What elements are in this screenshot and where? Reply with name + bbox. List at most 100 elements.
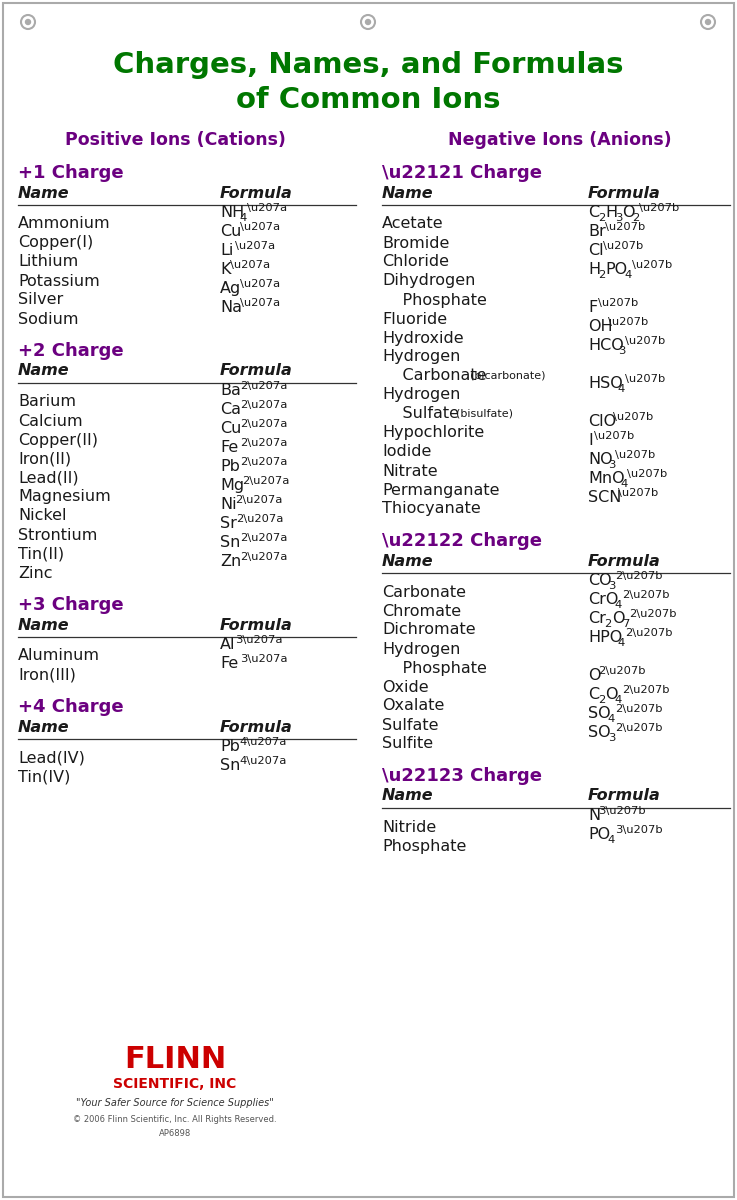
- Text: Formula: Formula: [588, 788, 661, 804]
- Text: OH: OH: [588, 319, 612, 334]
- Text: Nickel: Nickel: [18, 509, 66, 523]
- Text: Acetate: Acetate: [382, 216, 444, 232]
- Text: 2\u207b: 2\u207b: [598, 666, 646, 676]
- Text: Carbonate: Carbonate: [382, 584, 466, 600]
- Text: Mg: Mg: [220, 478, 244, 493]
- Text: 3\u207b: 3\u207b: [598, 806, 646, 816]
- Text: Name: Name: [18, 364, 69, 378]
- Text: 4: 4: [621, 480, 627, 490]
- Text: K: K: [220, 262, 231, 277]
- Text: Sr: Sr: [220, 516, 237, 530]
- Ellipse shape: [26, 19, 30, 24]
- Text: 2\u207b: 2\u207b: [621, 590, 669, 600]
- Text: 4: 4: [618, 384, 625, 395]
- Text: 3: 3: [608, 461, 615, 470]
- Text: SO: SO: [588, 706, 611, 721]
- Text: Oxide: Oxide: [382, 679, 429, 695]
- Text: 4: 4: [618, 638, 625, 648]
- Text: Dihydrogen: Dihydrogen: [382, 274, 475, 288]
- Text: Iron(III): Iron(III): [18, 667, 76, 683]
- Ellipse shape: [366, 19, 371, 24]
- Text: 2\u207b: 2\u207b: [625, 628, 672, 638]
- Text: 2\u207a: 2\u207a: [240, 400, 287, 410]
- Text: Thiocyanate: Thiocyanate: [382, 502, 481, 516]
- Text: Hydroxide: Hydroxide: [382, 330, 464, 346]
- Text: 7: 7: [621, 619, 629, 630]
- Text: Tin(II): Tin(II): [18, 546, 64, 562]
- Text: H: H: [588, 262, 600, 277]
- Text: Bromide: Bromide: [382, 235, 450, 251]
- Text: 2\u207b: 2\u207b: [615, 704, 663, 714]
- Text: PO: PO: [605, 262, 627, 277]
- Text: \u207b: \u207b: [613, 412, 653, 422]
- Text: +4 Charge: +4 Charge: [18, 698, 124, 716]
- Text: 4: 4: [615, 696, 622, 706]
- Text: Name: Name: [382, 186, 433, 200]
- Text: \u207a: \u207a: [247, 203, 287, 212]
- Text: C: C: [588, 205, 599, 220]
- Text: O: O: [588, 668, 601, 683]
- Text: Sn: Sn: [220, 758, 240, 773]
- Text: Ni: Ni: [220, 497, 237, 512]
- Text: Cu: Cu: [220, 224, 242, 239]
- Text: 3\u207a: 3\u207a: [235, 635, 282, 644]
- Text: Sulfate: Sulfate: [382, 407, 459, 421]
- Text: Formula: Formula: [588, 186, 661, 200]
- Text: +2 Charge: +2 Charge: [18, 342, 124, 360]
- Text: SCIENTIFIC, INC: SCIENTIFIC, INC: [113, 1078, 237, 1091]
- Text: Formula: Formula: [588, 553, 661, 569]
- Text: CrO: CrO: [588, 592, 618, 607]
- Text: F: F: [588, 300, 597, 314]
- Text: Cl: Cl: [588, 242, 604, 258]
- Text: PO: PO: [588, 827, 610, 842]
- Text: Lead(IV): Lead(IV): [18, 750, 85, 766]
- Text: © 2006 Flinn Scientific, Inc. All Rights Reserved.: © 2006 Flinn Scientific, Inc. All Rights…: [73, 1116, 277, 1124]
- Text: Phosphate: Phosphate: [382, 660, 487, 676]
- Text: 2\u207a: 2\u207a: [240, 438, 287, 448]
- Text: Aluminum: Aluminum: [18, 648, 100, 664]
- Text: (bisulfate): (bisulfate): [455, 409, 513, 419]
- Text: \u207b: \u207b: [604, 222, 645, 232]
- Text: Name: Name: [18, 720, 69, 734]
- Text: (bicarbonate): (bicarbonate): [470, 371, 545, 382]
- Text: \u207b: \u207b: [615, 450, 655, 460]
- Text: Name: Name: [382, 553, 433, 569]
- Text: Formula: Formula: [220, 720, 293, 734]
- Text: Hydrogen: Hydrogen: [382, 642, 461, 656]
- Text: Pb: Pb: [220, 460, 240, 474]
- Text: Cr: Cr: [588, 611, 606, 626]
- Text: 2\u207a: 2\u207a: [240, 533, 287, 542]
- Text: Zinc: Zinc: [18, 565, 52, 581]
- Text: Iodide: Iodide: [382, 444, 431, 460]
- Text: Ba: Ba: [220, 383, 241, 398]
- Text: \u207b: \u207b: [625, 336, 665, 346]
- Text: of Common Ions: of Common Ions: [237, 86, 500, 114]
- Text: \u207a: \u207a: [240, 278, 280, 289]
- Ellipse shape: [705, 19, 710, 24]
- Text: Formula: Formula: [220, 364, 293, 378]
- Text: 2\u207a: 2\u207a: [240, 457, 287, 467]
- Text: HCO: HCO: [588, 338, 624, 353]
- Text: \u207b: \u207b: [625, 374, 665, 384]
- Text: Iron(II): Iron(II): [18, 451, 71, 467]
- Text: HPO: HPO: [588, 630, 622, 646]
- Text: ClO: ClO: [588, 414, 616, 428]
- Text: \u207b: \u207b: [632, 260, 672, 270]
- Text: NH: NH: [220, 205, 244, 220]
- Text: \u207a: \u207a: [240, 222, 280, 232]
- Text: \u22122 Charge: \u22122 Charge: [382, 532, 542, 550]
- Text: "Your Safer Source for Science Supplies": "Your Safer Source for Science Supplies": [76, 1098, 274, 1108]
- Text: Nitride: Nitride: [382, 820, 436, 834]
- Text: Name: Name: [18, 618, 69, 632]
- Text: 3\u207a: 3\u207a: [240, 654, 287, 664]
- Text: 4: 4: [625, 270, 632, 281]
- Text: 2\u207a: 2\u207a: [235, 494, 282, 505]
- Text: 2\u207b: 2\u207b: [629, 608, 677, 619]
- Text: O: O: [622, 205, 635, 220]
- Text: Al: Al: [220, 637, 236, 652]
- Text: 2: 2: [604, 619, 612, 630]
- Text: Hydrogen: Hydrogen: [382, 388, 461, 402]
- Text: Strontium: Strontium: [18, 528, 97, 542]
- Text: 4: 4: [608, 714, 615, 725]
- Text: SCN: SCN: [588, 490, 621, 505]
